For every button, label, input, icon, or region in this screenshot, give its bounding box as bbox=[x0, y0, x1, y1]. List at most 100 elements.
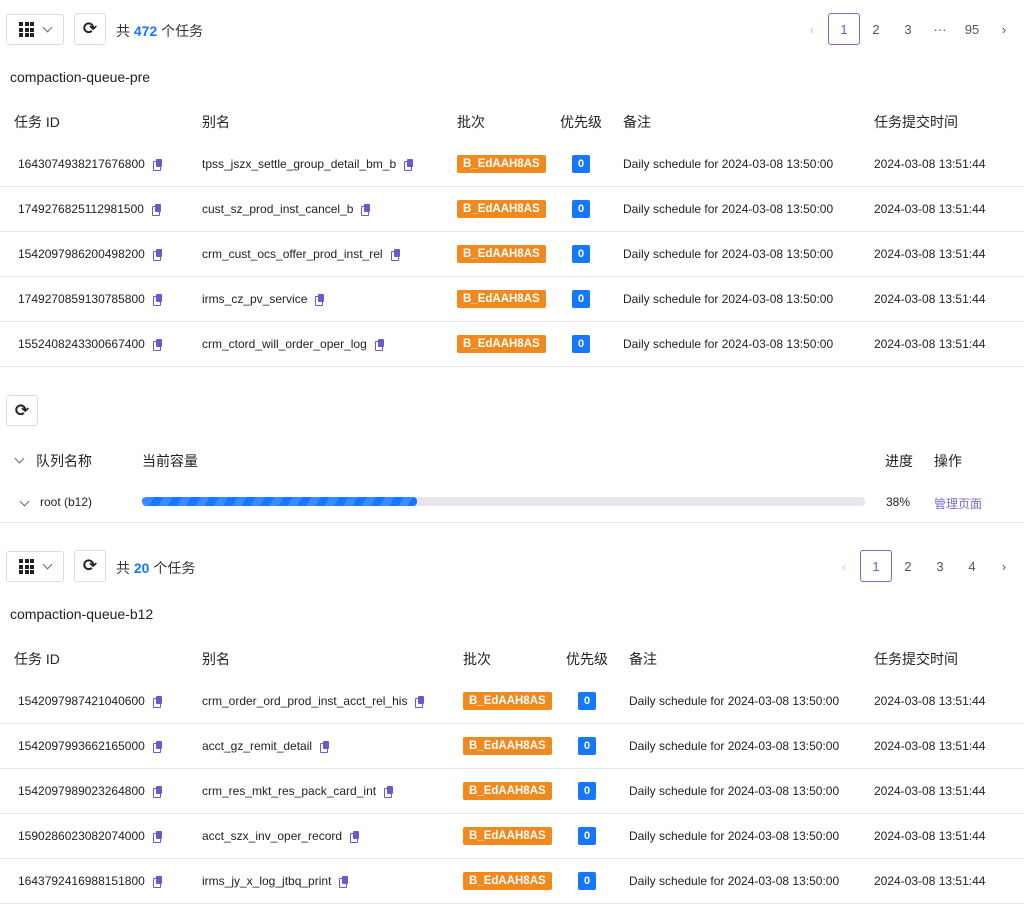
total-suffix: 个任务 bbox=[153, 560, 196, 576]
header-alias: 别名 bbox=[202, 651, 230, 667]
copy-icon[interactable] bbox=[320, 740, 330, 753]
copy-icon[interactable] bbox=[152, 695, 162, 708]
submit-time: 2024-03-08 13:51:44 bbox=[874, 784, 986, 798]
column-settings-button[interactable] bbox=[6, 14, 64, 45]
table-header: 任务 ID 别名 批次 优先级 备注 任务提交时间 bbox=[0, 111, 1024, 133]
copy-icon[interactable] bbox=[315, 293, 325, 306]
alias: crm_cust_ocs_offer_prod_inst_rel bbox=[202, 247, 383, 261]
prev-page-button[interactable]: ‹ bbox=[809, 21, 815, 37]
copy-icon[interactable] bbox=[152, 338, 162, 351]
queue-title: compaction-queue-b12 bbox=[10, 606, 154, 622]
header-task-id: 任务 ID bbox=[14, 114, 60, 130]
copy-icon[interactable] bbox=[151, 203, 161, 216]
alias: cust_sz_prod_inst_cancel_b bbox=[202, 202, 354, 216]
copy-icon[interactable] bbox=[152, 875, 162, 888]
page-2[interactable]: 2 bbox=[872, 21, 880, 37]
alias-cell: crm_res_mkt_res_pack_card_int bbox=[202, 784, 394, 798]
page-3[interactable]: 3 bbox=[904, 21, 912, 37]
remark: Daily schedule for 2024-03-08 13:50:00 bbox=[629, 874, 840, 888]
submit-time: 2024-03-08 13:51:44 bbox=[874, 157, 986, 171]
priority-cell: 0 bbox=[572, 335, 590, 353]
copy-icon[interactable] bbox=[339, 875, 349, 888]
task-id-cell: 1542097987421040600 bbox=[18, 694, 162, 708]
priority-cell: 0 bbox=[572, 245, 590, 263]
copy-icon[interactable] bbox=[152, 158, 162, 171]
task-id: 1542097986200498200 bbox=[18, 247, 145, 261]
remark: Daily schedule for 2024-03-08 13:50:00 bbox=[629, 829, 840, 843]
copy-icon[interactable] bbox=[390, 248, 400, 261]
batch-tag: B_EdAAH8AS bbox=[457, 155, 546, 173]
queue-capacity-bar bbox=[142, 497, 865, 506]
task-id-cell: 1542097989023264800 bbox=[18, 784, 162, 798]
task-id: 1643074938217676800 bbox=[18, 157, 145, 171]
page-ellipsis[interactable]: ··· bbox=[933, 21, 947, 37]
task-total: 共 472 个任务 bbox=[116, 21, 203, 41]
queue-progress-label: 38% bbox=[886, 495, 911, 509]
queue-header-action: 操作 bbox=[934, 453, 962, 469]
alias-cell: tpss_jszx_settle_group_detail_bm_b bbox=[202, 157, 414, 171]
submit-time: 2024-03-08 13:51:44 bbox=[874, 247, 986, 261]
page-1[interactable]: 1 bbox=[860, 550, 892, 582]
batch-tag: B_EdAAH8AS bbox=[463, 827, 552, 845]
submit-time: 2024-03-08 13:51:44 bbox=[874, 202, 986, 216]
alias: acct_szx_inv_oper_record bbox=[202, 829, 343, 843]
batch-tag: B_EdAAH8AS bbox=[457, 245, 546, 263]
alias-cell: crm_order_ord_prod_inst_acct_rel_his bbox=[202, 694, 425, 708]
task-id: 1542097989023264800 bbox=[18, 784, 145, 798]
next-page-button[interactable]: › bbox=[1001, 21, 1007, 37]
copy-icon[interactable] bbox=[152, 248, 162, 261]
header-remark: 备注 bbox=[623, 114, 651, 130]
batch-cell: B_EdAAH8AS bbox=[463, 692, 552, 710]
prev-page-button[interactable]: ‹ bbox=[841, 558, 847, 574]
table-row: 1749276825112981500 cust_sz_prod_inst_can… bbox=[0, 187, 1024, 232]
priority-badge: 0 bbox=[572, 335, 590, 353]
refresh-button[interactable]: ⟳ bbox=[74, 550, 106, 582]
chevron-down-icon bbox=[19, 496, 30, 507]
page-3[interactable]: 3 bbox=[936, 558, 944, 574]
priority-badge: 0 bbox=[572, 200, 590, 218]
copy-icon[interactable] bbox=[152, 785, 162, 798]
copy-icon[interactable] bbox=[384, 785, 394, 798]
queue-header-progress: 进度 bbox=[885, 453, 913, 469]
task-id: 1542097987421040600 bbox=[18, 694, 145, 708]
page-95[interactable]: 95 bbox=[964, 21, 980, 37]
batch-tag: B_EdAAH8AS bbox=[463, 692, 552, 710]
queue-row-expand-toggle[interactable] bbox=[19, 493, 30, 508]
refresh-button[interactable]: ⟳ bbox=[74, 13, 106, 45]
submit-time: 2024-03-08 13:51:44 bbox=[874, 337, 986, 351]
task-id: 1749270859130785800 bbox=[18, 292, 145, 306]
next-page-button[interactable]: › bbox=[1001, 558, 1007, 574]
task-id-cell: 1749276825112981500 bbox=[18, 202, 161, 216]
table-row: 1542097986200498200 crm_cust_ocs_offer_pr… bbox=[0, 232, 1024, 277]
alias-cell: cust_sz_prod_inst_cancel_b bbox=[202, 202, 371, 216]
copy-icon[interactable] bbox=[415, 695, 425, 708]
copy-icon[interactable] bbox=[374, 338, 384, 351]
queue-expand-all-toggle[interactable] bbox=[14, 450, 25, 465]
copy-icon[interactable] bbox=[152, 293, 162, 306]
copy-icon[interactable] bbox=[350, 830, 360, 843]
table-row: 1643792416988151800 irms_jy_x_log_jtbq_pr… bbox=[0, 859, 1024, 904]
header-alias: 别名 bbox=[202, 114, 230, 130]
page-2[interactable]: 2 bbox=[904, 558, 912, 574]
task-id: 1749276825112981500 bbox=[18, 202, 144, 216]
page-4[interactable]: 4 bbox=[968, 558, 976, 574]
queue-name: root (b12) bbox=[40, 495, 93, 509]
task-id: 1542097993662165000 bbox=[18, 739, 145, 753]
table-row: 1643074938217676800 tpss_jszx_settle_grou… bbox=[0, 142, 1024, 187]
queue-refresh-button[interactable]: ⟳ bbox=[6, 395, 38, 426]
copy-icon[interactable] bbox=[361, 203, 371, 216]
alias: tpss_jszx_settle_group_detail_bm_b bbox=[202, 157, 397, 171]
batch-cell: B_EdAAH8AS bbox=[457, 200, 546, 218]
manage-page-link[interactable]: 管理页面 bbox=[934, 497, 983, 511]
copy-icon[interactable] bbox=[152, 740, 162, 753]
copy-icon[interactable] bbox=[152, 830, 162, 843]
page-1[interactable]: 1 bbox=[828, 13, 860, 45]
column-settings-button[interactable] bbox=[6, 551, 64, 582]
queue-header-capacity: 当前容量 bbox=[142, 453, 198, 469]
copy-icon[interactable] bbox=[404, 158, 414, 171]
total-prefix: 共 bbox=[116, 23, 130, 39]
total-suffix: 个任务 bbox=[161, 23, 204, 39]
priority-badge: 0 bbox=[578, 692, 596, 710]
header-batch: 批次 bbox=[463, 651, 491, 667]
batch-cell: B_EdAAH8AS bbox=[463, 782, 552, 800]
